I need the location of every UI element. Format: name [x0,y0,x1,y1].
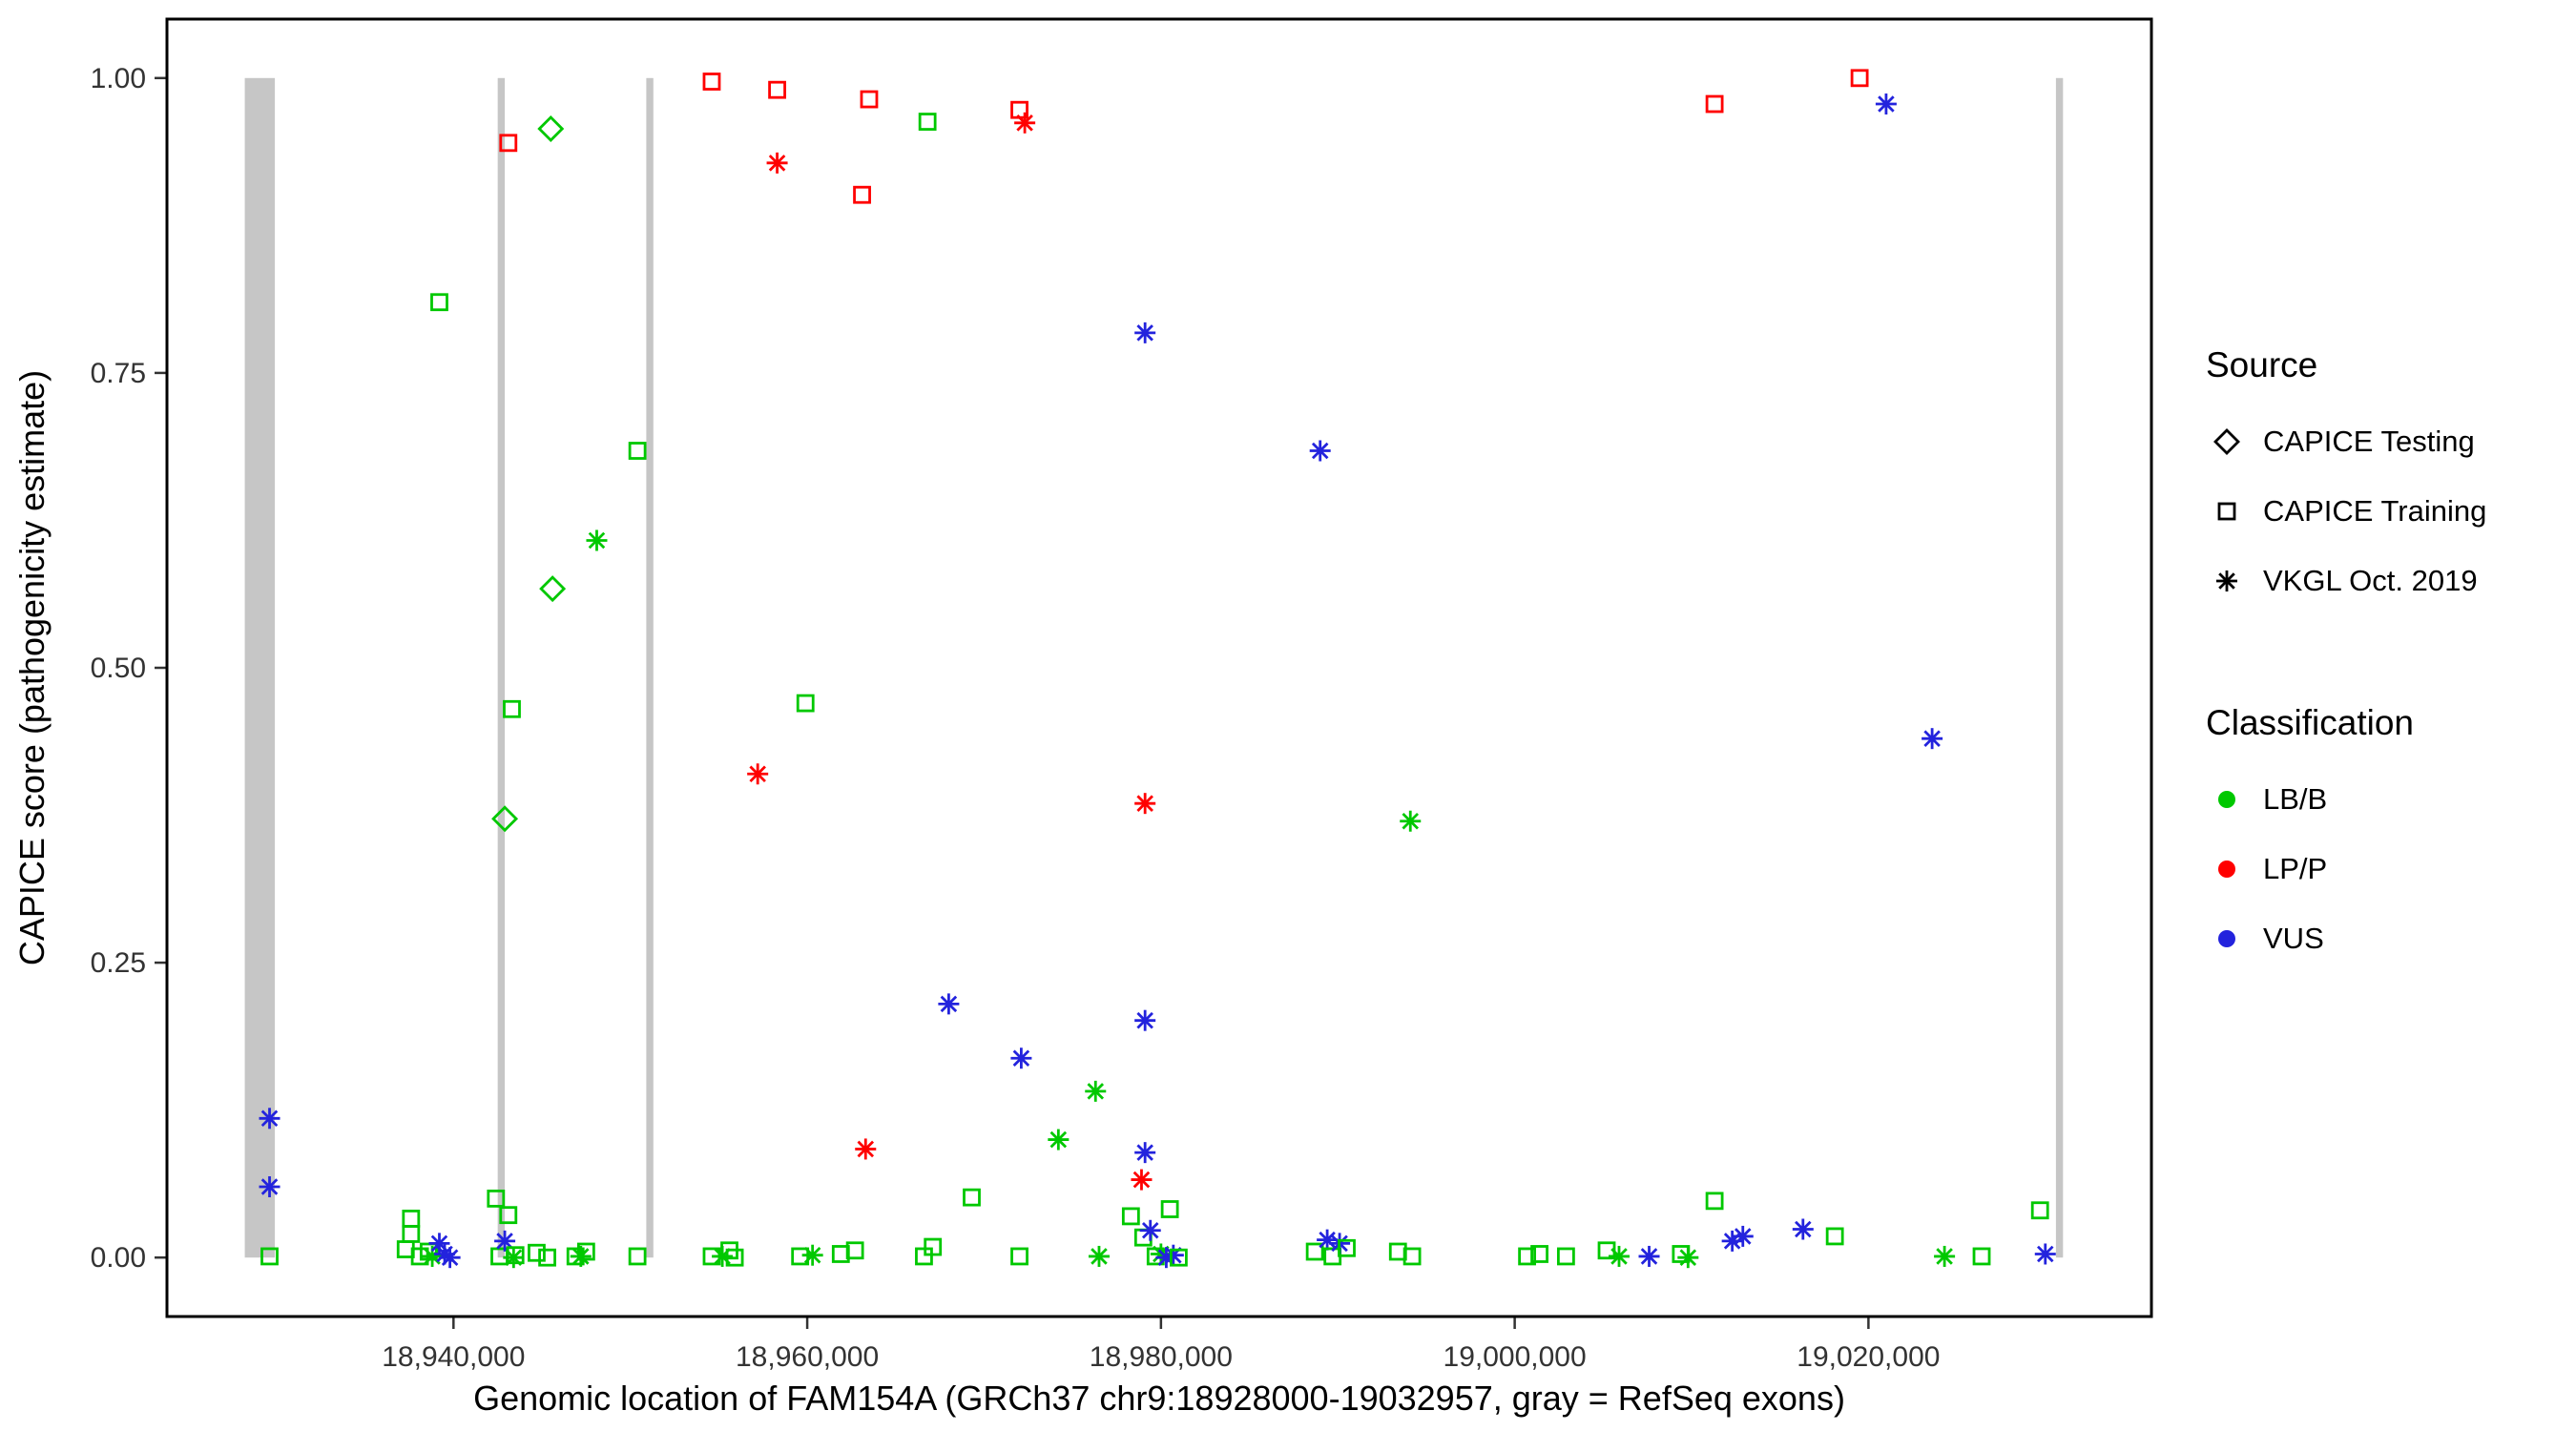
legend-source-items: CAPICE Testing CAPICE Training VKGL Oct. 2… [2206,406,2486,615]
legend-label: CAPICE Testing [2263,424,2475,458]
legend-label: VUS [2263,921,2324,955]
svg-text:0.00: 0.00 [91,1242,146,1274]
legend-label: LB/B [2263,781,2328,816]
legend-classification: Classification LB/B LP/P VUS [2206,703,2486,973]
legend-item-vus: VUS [2206,903,2486,973]
data-points [259,69,2056,1269]
svg-text:18,960,000: 18,960,000 [736,1341,879,1373]
color-dot-icon [2218,860,2235,878]
svg-text:18,980,000: 18,980,000 [1090,1341,1233,1373]
scatter-plot: 18,940,000 18,960,000 18,980,000 19,000,000… [12,17,2153,1418]
legend-item-vkgl-oct-2019: VKGL Oct. 2019 [2206,546,2486,615]
y-axis-title: CAPICE score (pathogenicity estimate) [12,370,52,965]
color-dot-icon [2218,929,2235,947]
legend-classification-title: Classification [2206,703,2414,742]
svg-text:0.50: 0.50 [91,653,146,684]
legend-item-lp-p: LP/P [2206,834,2486,903]
refseq-exon-bars [244,77,2064,1258]
legend-item-lb-b: LB/B [2206,764,2486,834]
legend-label: VKGL Oct. 2019 [2263,563,2478,597]
axes: 18,940,000 18,960,000 18,980,000 19,000,000… [91,17,2153,1373]
legend-classification-items: LB/B LP/P VUS [2206,764,2486,973]
svg-text:18,940,000: 18,940,000 [382,1341,525,1373]
color-dot-icon [2218,790,2235,808]
legend-source-title: Source [2206,345,2318,384]
svg-text:1.00: 1.00 [91,63,146,94]
diamond-icon [2213,427,2240,455]
x-axis-title: Genomic location of FAM154A (GRCh37 chr9… [473,1379,1845,1418]
legend-label: LP/P [2263,851,2328,885]
svg-text:19,000,000: 19,000,000 [1444,1341,1587,1373]
legend-source: Source CAPICE Testing CAPICE Training VKGL… [2206,345,2486,615]
legend-item-capice-training: CAPICE Training [2206,476,2486,546]
svg-text:0.25: 0.25 [91,947,146,979]
legend-label: CAPICE Training [2263,493,2487,528]
legend: Source CAPICE Testing CAPICE Training VKGL… [2206,345,2486,973]
asterisk-icon [2216,570,2237,591]
svg-text:19,020,000: 19,020,000 [1797,1341,1940,1373]
legend-item-capice-testing: CAPICE Testing [2206,406,2486,476]
svg-text:0.75: 0.75 [91,358,146,389]
square-icon [2217,502,2236,520]
